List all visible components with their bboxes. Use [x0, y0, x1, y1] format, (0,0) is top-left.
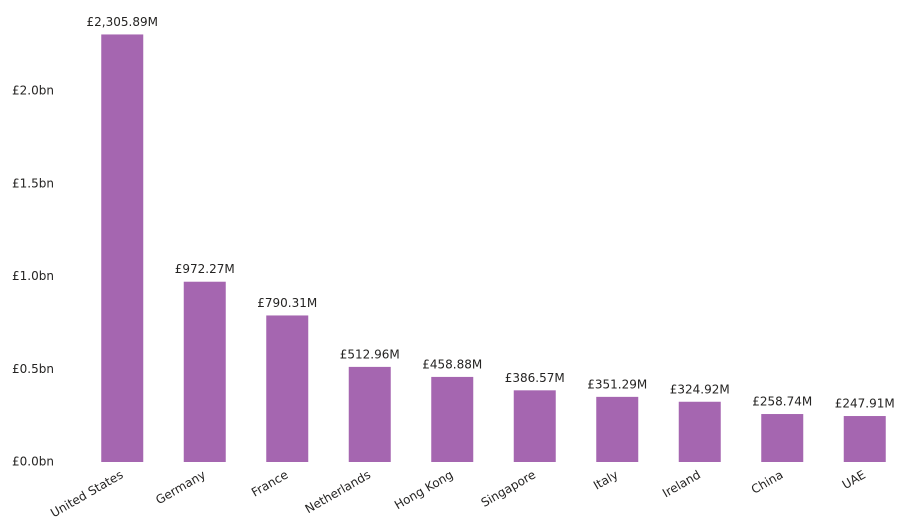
bar — [183, 281, 226, 462]
x-tick-label: Netherlands — [303, 468, 373, 517]
bar — [761, 414, 804, 462]
y-tick-label: £1.5bn — [12, 176, 54, 190]
x-tick-label: United States — [48, 468, 125, 521]
data-label: £247.91M — [835, 397, 895, 411]
data-label: £324.92M — [670, 382, 730, 396]
bar — [843, 416, 886, 462]
data-label: £790.31M — [257, 296, 317, 310]
y-tick-label: £2.0bn — [12, 84, 54, 98]
bar — [348, 366, 391, 462]
x-tick-label: China — [749, 468, 786, 497]
x-tick-label: Ireland — [660, 468, 703, 501]
y-tick-label: £0.0bn — [12, 455, 54, 469]
x-tick-label: Singapore — [479, 468, 538, 510]
bar — [596, 396, 639, 462]
data-label: £512.96M — [340, 347, 400, 361]
bar — [431, 376, 474, 462]
bar — [101, 34, 144, 463]
data-label: £972.27M — [175, 262, 235, 276]
bar — [266, 315, 309, 462]
bar — [678, 401, 721, 462]
x-tick-label: Germany — [153, 468, 208, 508]
y-tick-label: £0.5bn — [12, 362, 54, 376]
bar — [513, 390, 556, 462]
y-tick-label: £1.0bn — [12, 269, 54, 283]
data-label: £351.29M — [587, 377, 647, 391]
x-tick-label: France — [249, 468, 291, 500]
data-label: £386.57M — [505, 371, 565, 385]
data-label: £458.88M — [422, 357, 482, 371]
x-tick-label: Hong Kong — [392, 468, 456, 513]
x-tick-label: UAE — [840, 468, 868, 492]
x-tick-label: Italy — [591, 468, 621, 493]
data-label: £2,305.89M — [87, 15, 158, 29]
data-label: £258.74M — [752, 395, 812, 409]
